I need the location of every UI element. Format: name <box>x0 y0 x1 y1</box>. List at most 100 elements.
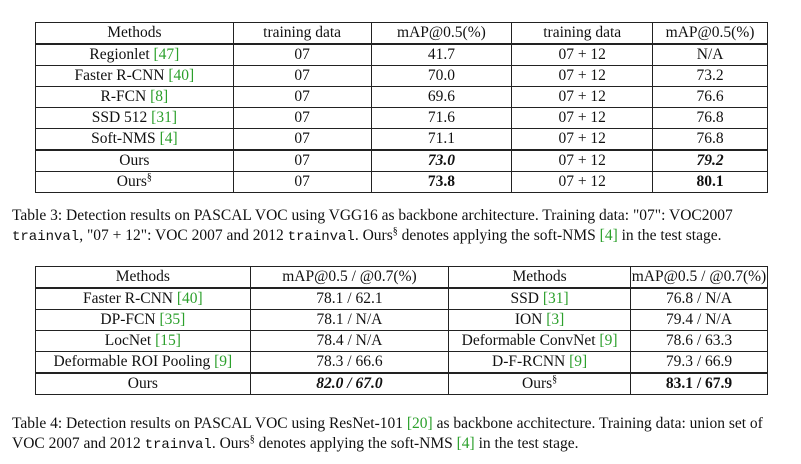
map-cell: 79.4 / N/A <box>629 309 769 331</box>
method-cell: Soft-NMS [4] <box>35 128 234 151</box>
map-cell: 79.2 <box>652 149 768 172</box>
method-cell: Faster R-CNN [40] <box>35 287 251 310</box>
map-cell: 76.8 <box>652 128 768 151</box>
method-cell: D-F-RCNN [9] <box>448 351 631 374</box>
map-cell: 78.3 / 66.6 <box>249 351 450 374</box>
method-cell: Ours <box>35 372 251 395</box>
map-cell: N/A <box>652 43 768 66</box>
map-cell: 83.1 / 67.9 <box>629 372 769 395</box>
method-cell: SSD [31] <box>448 287 631 310</box>
table-row: Deformable ROI Pooling [9] 78.3 / 66.6 D… <box>35 351 769 374</box>
citation-link[interactable]: [40] <box>176 290 203 307</box>
training-data-cell: 07 + 12 <box>511 65 654 87</box>
method-cell: Ours§ <box>35 171 234 193</box>
header-methods-1: Methods <box>35 266 251 289</box>
training-data-cell: 07 + 12 <box>511 171 654 193</box>
table-row: Soft-NMS [4] 07 71.1 07 + 12 76.8 <box>35 128 768 151</box>
training-data-cell: 07 + 12 <box>511 107 654 129</box>
training-data-cell: 07 <box>232 86 372 108</box>
map-cell: 79.3 / 66.9 <box>629 351 769 374</box>
table-4-header-row: Methods mAP@0.5 / @0.7(%) Methods mAP@0.… <box>35 266 769 289</box>
header-methods: Methods <box>35 22 234 45</box>
map-cell: 73.2 <box>652 65 768 87</box>
map-cell: 41.7 <box>370 43 513 66</box>
training-data-cell: 07 <box>232 107 372 129</box>
citation-link[interactable]: [35] <box>159 311 186 328</box>
table-row: Faster R-CNN [40] 07 70.0 07 + 12 73.2 <box>35 65 768 87</box>
table-row: Regionlet [47] 07 41.7 07 + 12 N/A <box>35 43 768 66</box>
table-row: SSD 512 [31] 07 71.6 07 + 12 76.8 <box>35 107 768 129</box>
training-data-cell: 07 + 12 <box>511 43 654 66</box>
map-cell: 78.1 / N/A <box>249 309 450 331</box>
section-sign: § <box>552 373 558 385</box>
map-cell: 80.1 <box>652 171 768 193</box>
method-cell: Regionlet [47] <box>35 43 234 66</box>
training-data-cell: 07 <box>232 171 372 193</box>
citation-link[interactable]: [4] <box>456 435 475 452</box>
header-training-data-2: training data <box>511 22 654 45</box>
header-training-data-1: training data <box>232 22 372 45</box>
method-cell: ION [3] <box>448 309 631 331</box>
map-cell: 70.0 <box>370 65 513 87</box>
citation-link[interactable]: [40] <box>168 67 195 84</box>
map-cell: 73.0 <box>370 149 513 172</box>
map-cell: 78.4 / N/A <box>249 330 450 352</box>
citation-link[interactable]: [8] <box>150 88 169 105</box>
table-row: LocNet [15] 78.4 / N/A Deformable ConvNe… <box>35 330 769 352</box>
map-cell: 82.0 / 67.0 <box>249 372 450 395</box>
table-3: Methods training data mAP@0.5(%) trainin… <box>35 22 768 193</box>
training-data-cell: 07 + 12 <box>511 86 654 108</box>
training-data-cell: 07 <box>232 43 372 66</box>
training-data-cell: 07 <box>232 149 372 172</box>
map-cell: 71.6 <box>370 107 513 129</box>
citation-link[interactable]: [20] <box>406 415 433 432</box>
method-cell: LocNet [15] <box>35 330 251 352</box>
citation-link[interactable]: [9] <box>214 353 233 370</box>
citation-link[interactable]: [9] <box>599 332 618 349</box>
table-row: Ours 07 73.0 07 + 12 79.2 <box>35 149 768 172</box>
map-cell: 69.6 <box>370 86 513 108</box>
header-map-1: mAP@0.5 / @0.7(%) <box>249 266 450 289</box>
method-cell: Deformable ROI Pooling [9] <box>35 351 251 374</box>
method-cell: DP-FCN [35] <box>35 309 251 331</box>
table-row: DP-FCN [35] 78.1 / N/A ION [3] 79.4 / N/… <box>35 309 769 331</box>
citation-link[interactable]: [47] <box>153 46 180 63</box>
training-data-cell: 07 + 12 <box>511 128 654 151</box>
table-4: Methods mAP@0.5 / @0.7(%) Methods mAP@0.… <box>35 266 769 395</box>
citation-link[interactable]: [15] <box>155 332 181 349</box>
citation-link[interactable]: [3] <box>546 311 565 328</box>
map-cell: 73.8 <box>370 171 513 193</box>
table-row: R-FCN [8] 07 69.6 07 + 12 76.6 <box>35 86 768 108</box>
training-data-cell: 07 + 12 <box>511 149 654 172</box>
table-4-caption: Table 4: Detection results on PASCAL VOC… <box>12 415 763 453</box>
citation-link[interactable]: [4] <box>159 130 178 147</box>
citation-link[interactable]: [31] <box>151 109 177 126</box>
training-data-cell: 07 <box>232 65 372 87</box>
map-cell: 76.8 / N/A <box>629 287 769 310</box>
section-sign: § <box>146 171 152 183</box>
method-cell: SSD 512 [31] <box>35 107 234 129</box>
table-3-header-row: Methods training data mAP@0.5(%) trainin… <box>35 22 768 45</box>
method-cell: R-FCN [8] <box>35 86 234 108</box>
table-row: Ours§ 07 73.8 07 + 12 80.1 <box>35 171 768 193</box>
citation-link[interactable]: [4] <box>599 227 618 244</box>
header-map-2: mAP@0.5(%) <box>652 22 768 45</box>
map-cell: 78.1 / 62.1 <box>249 287 450 310</box>
citation-link[interactable]: [9] <box>569 353 588 370</box>
header-map-2: mAP@0.5 / @0.7(%) <box>629 266 769 289</box>
citation-link[interactable]: [31] <box>542 290 569 307</box>
map-cell: 71.1 <box>370 128 513 151</box>
header-map-1: mAP@0.5(%) <box>370 22 513 45</box>
method-cell: Ours§ <box>448 372 631 395</box>
map-cell: 78.6 / 63.3 <box>629 330 769 352</box>
method-cell: Ours <box>35 149 234 172</box>
table-row: Faster R-CNN [40] 78.1 / 62.1 SSD [31] 7… <box>35 287 769 310</box>
map-cell: 76.8 <box>652 107 768 129</box>
method-cell: Faster R-CNN [40] <box>35 65 234 87</box>
table-row: Ours 82.0 / 67.0 Ours§ 83.1 / 67.9 <box>35 372 769 395</box>
header-methods-2: Methods <box>448 266 631 289</box>
training-data-cell: 07 <box>232 128 372 151</box>
method-cell: Deformable ConvNet [9] <box>448 330 631 352</box>
table-3-caption: Table 3: Detection results on PASCAL VOC… <box>12 207 733 245</box>
map-cell: 76.6 <box>652 86 768 108</box>
